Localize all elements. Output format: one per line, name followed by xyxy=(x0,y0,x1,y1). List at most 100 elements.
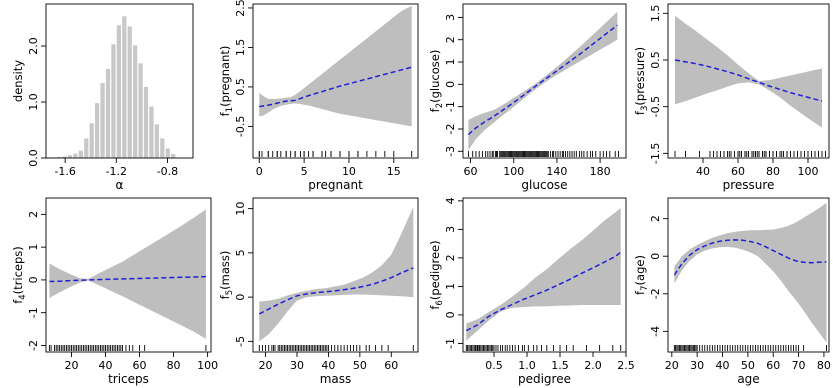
ylabel-argument: (age) xyxy=(633,255,647,285)
y-tick-label: 2 xyxy=(27,211,40,218)
histogram-bar-4 xyxy=(73,153,78,158)
pregnant-frame xyxy=(252,3,419,159)
y-tick-label: 0.5 xyxy=(234,78,247,96)
pregnant-x-axis: 0 5 10 15 xyxy=(256,158,401,178)
y-tick-label: 0 xyxy=(27,276,40,283)
histogram-bar-20 xyxy=(160,138,165,158)
y-tick-label: 1 xyxy=(27,244,40,251)
histogram-bar-6 xyxy=(84,138,89,158)
ylabel-function: f xyxy=(428,107,442,112)
pedigree-y-axis-label: f6(pedigree) xyxy=(428,240,445,309)
y-tick-label: -1.5 xyxy=(649,143,662,164)
ylabel-argument: (mass) xyxy=(218,251,232,290)
glucose-rug xyxy=(467,151,619,157)
triceps-y-axis: -2 -1 0 1 2 xyxy=(27,211,46,351)
x-tick-label: 60 xyxy=(133,359,147,372)
x-tick-label: 2.5 xyxy=(617,359,635,372)
y-tick-label: 3 xyxy=(444,14,457,21)
pressure-y-axis: -1.5 -0.5 0.5 1.5 xyxy=(649,5,668,164)
glucose-y-axis-label: f2(glucose) xyxy=(428,50,445,113)
mass-rug xyxy=(258,345,414,351)
panel-triceps: 20 40 60 80 100 triceps -2 -1 0 1 2 f4(triceps) xyxy=(11,197,218,386)
mass-fit-line xyxy=(258,267,414,315)
panel-age: 20 30 40 50 60 70 80 age -4 -2 0 2 f7(age) xyxy=(633,197,831,386)
glucose-x-axis: 60 100 140 180 xyxy=(464,158,611,178)
x-tick-label: 20 xyxy=(65,359,79,372)
y-tick-label: -4 xyxy=(649,326,662,337)
x-tick-label: 60 xyxy=(731,165,745,178)
glucose-y-axis: -3 -2 -1 0 1 2 3 xyxy=(444,14,463,157)
x-tick-label: -1.2 xyxy=(106,165,127,178)
triceps-confidence-band xyxy=(49,209,206,339)
y-tick-label: -5 xyxy=(234,336,247,347)
mass-x-axis: 20 30 40 50 60 xyxy=(259,352,398,372)
age-y-axis: -4 -2 0 2 xyxy=(649,215,668,337)
y-tick-label: 4 xyxy=(444,197,457,204)
x-tick-label: 2.0 xyxy=(584,359,602,372)
y-tick-label: -1 xyxy=(27,307,40,318)
x-tick-label: 140 xyxy=(546,165,567,178)
histogram-bar-3 xyxy=(67,155,73,158)
x-tick-label: 60 xyxy=(766,359,780,372)
alpha-plot-area xyxy=(51,16,176,158)
x-tick-label: 50 xyxy=(741,359,755,372)
pedigree-x-axis: 0.5 1.0 1.5 2.0 2.5 xyxy=(485,352,635,372)
x-tick-label: 20 xyxy=(259,359,273,372)
age-confidence-band xyxy=(674,202,827,343)
glucose-frame xyxy=(462,3,627,159)
y-tick-label: 2 xyxy=(444,36,457,43)
y-tick-label: 0 xyxy=(444,81,457,88)
y-tick-label: 0 xyxy=(234,294,247,301)
y-tick-label: 10 xyxy=(234,202,247,216)
x-tick-label: 0 xyxy=(256,165,263,178)
y-tick-label: -2 xyxy=(444,124,457,135)
y-tick-label: 1.5 xyxy=(234,39,247,57)
y-tick-label: 5 xyxy=(234,249,247,256)
ylabel-function: f xyxy=(633,290,647,295)
histogram-bar-13 xyxy=(122,16,127,158)
y-tick-label: 1 xyxy=(444,59,457,66)
ylabel-subscript: 6 xyxy=(435,300,445,305)
pregnant-confidence-band xyxy=(259,5,412,127)
histogram-bar-21 xyxy=(165,148,170,158)
pedigree-x-axis-label: pedigree xyxy=(518,372,571,386)
x-tick-label: 40 xyxy=(99,359,113,372)
glucose-fit-line xyxy=(467,24,618,136)
age-rug xyxy=(673,345,827,351)
ylabel-subscript: 7 xyxy=(640,285,650,290)
y-tick-label: -1 xyxy=(444,338,457,349)
pregnant-plot-area xyxy=(258,5,413,157)
y-tick-label: 1.0 xyxy=(27,93,40,111)
pedigree-fit-line xyxy=(465,251,622,332)
ylabel-argument: (glucose) xyxy=(428,50,442,103)
ylabel-argument: (pressure) xyxy=(633,47,647,106)
x-tick-label: 60 xyxy=(464,165,478,178)
x-tick-label: 40 xyxy=(696,165,710,178)
ylabel-subscript: 2 xyxy=(435,103,445,108)
histogram-bar-11 xyxy=(111,44,116,158)
mass-x-axis-label: mass xyxy=(320,372,352,386)
alpha-y-axis-label: density xyxy=(11,60,25,102)
y-tick-label: 2.5 xyxy=(234,0,247,17)
glucose-x-axis-label: glucose xyxy=(521,178,567,192)
triceps-frame xyxy=(45,197,212,353)
pregnant-rug xyxy=(258,151,413,157)
triceps-y-axis-label: f4(triceps) xyxy=(11,246,28,304)
y-tick-label: 2.0 xyxy=(27,37,40,55)
histogram-bar-10 xyxy=(105,68,111,158)
x-tick-label: 40 xyxy=(321,359,335,372)
x-tick-label: 40 xyxy=(716,359,730,372)
ylabel-argument: (triceps) xyxy=(11,246,25,294)
alpha-y-axis: 0.0 1.0 2.0 xyxy=(27,37,46,167)
x-tick-label: 70 xyxy=(792,359,806,372)
histogram-bar-16 xyxy=(138,63,143,158)
histogram-bar-17 xyxy=(143,86,149,158)
x-tick-label: 50 xyxy=(353,359,367,372)
mass-frame xyxy=(252,197,419,353)
pressure-plot-area xyxy=(674,15,826,157)
pregnant-y-axis: -0.5 0.5 1.5 2.5 xyxy=(234,0,253,137)
ylabel-argument: (pedigree) xyxy=(428,240,442,300)
